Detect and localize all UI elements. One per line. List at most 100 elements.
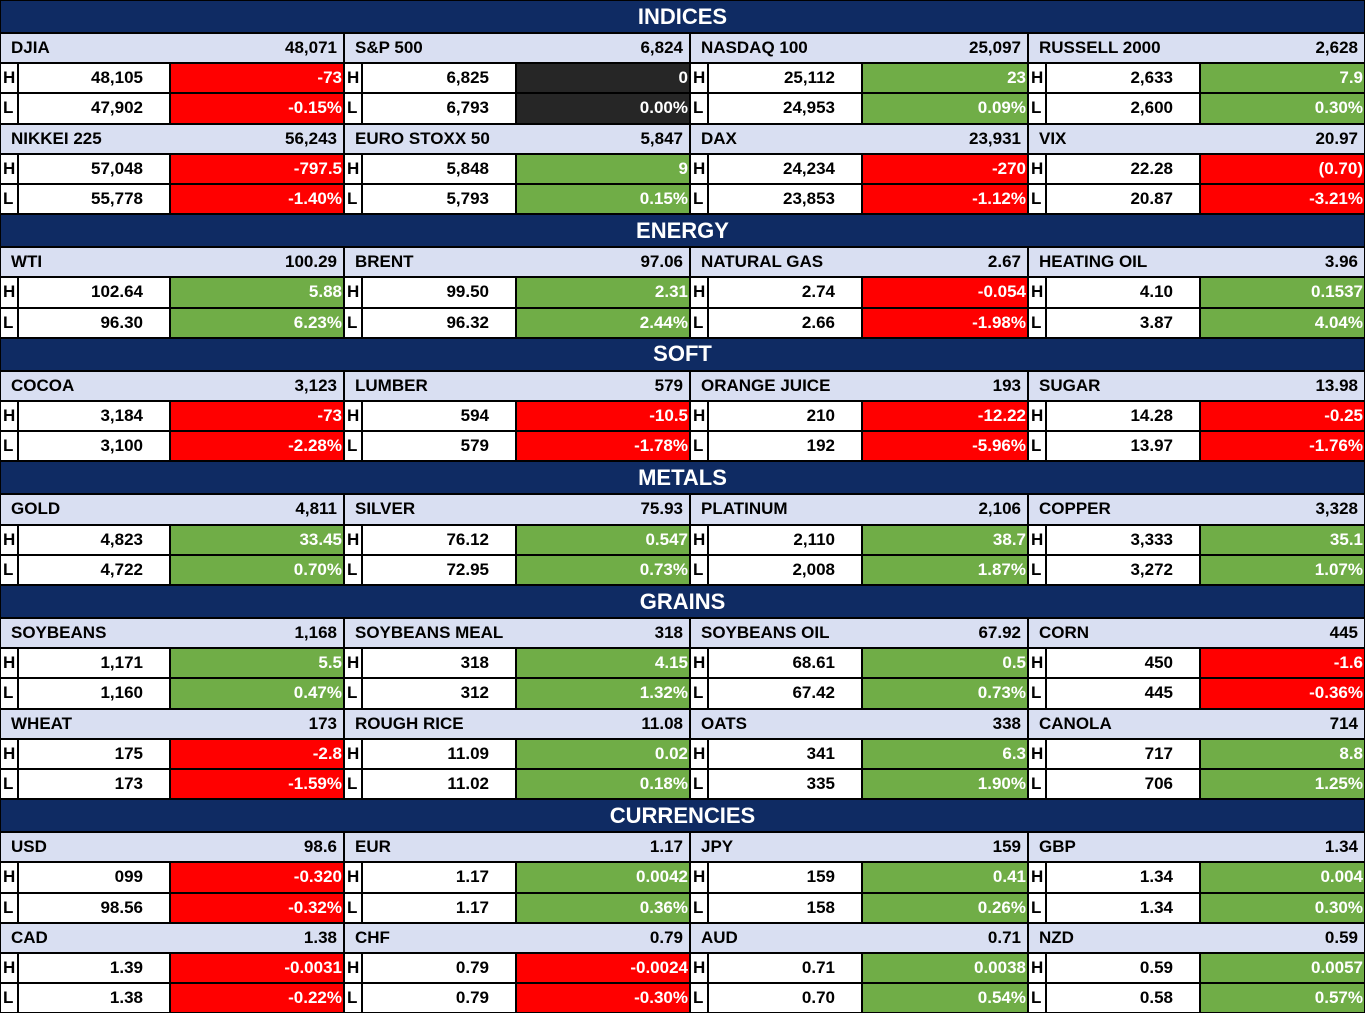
section-header-energy: ENERGY xyxy=(0,214,1365,248)
ticker-brent-header[interactable]: BRENT 97.06 xyxy=(344,247,690,278)
ticker-brent-low-label: L xyxy=(344,307,362,338)
ticker-djia-change: -73 xyxy=(170,63,344,94)
ticker-corn-low-value: 445 xyxy=(1046,678,1200,709)
ticker-rough-rice-header[interactable]: ROUGH RICE 11.08 xyxy=(344,708,690,739)
ticker-rough-rice-name: ROUGH RICE xyxy=(355,713,464,733)
ticker-chf-last: 0.79 xyxy=(649,927,683,947)
ticker-dax-header[interactable]: DAX 23,931 xyxy=(690,123,1028,154)
ticker-eur-header[interactable]: EUR 1.17 xyxy=(344,832,690,863)
ticker-soybeans-meal-change: 4.15 xyxy=(516,648,690,679)
ticker-russell-2000-low-value: 2,600 xyxy=(1046,93,1200,124)
ticker-gold-header[interactable]: GOLD 4,811 xyxy=(0,494,344,525)
ticker-brent-high-value: 99.50 xyxy=(362,277,516,308)
ticker-wti-header[interactable]: WTI 100.29 xyxy=(0,247,344,278)
ticker-aud-change-pct: 0.54% xyxy=(862,983,1028,1013)
ticker-nikkei-225-change: -797.5 xyxy=(170,153,344,184)
ticker-djia-header[interactable]: DJIA 48,071 xyxy=(0,33,344,64)
ticker-rough-rice-high-value: 11.09 xyxy=(362,738,516,769)
ticker-jpy-low-value: 158 xyxy=(708,892,862,923)
ticker-djia-last: 48,071 xyxy=(285,38,337,58)
ticker-chf-header[interactable]: CHF 0.79 xyxy=(344,922,690,953)
ticker-platinum-header[interactable]: PLATINUM 2,106 xyxy=(690,494,1028,525)
ticker-soybeans-oil-header[interactable]: SOYBEANS OIL 67.92 xyxy=(690,618,1028,649)
ticker-soybeans-meal-header[interactable]: SOYBEANS MEAL 318 xyxy=(344,618,690,649)
ticker-corn-low-label: L xyxy=(1028,678,1046,709)
ticker-orange-juice-name: ORANGE JUICE xyxy=(701,375,831,395)
ticker-canola-header[interactable]: CANOLA 714 xyxy=(1028,708,1365,739)
ticker-s-p-500-low-value: 6,793 xyxy=(362,93,516,124)
ticker-nasdaq-100-header[interactable]: NASDAQ 100 25,097 xyxy=(690,33,1028,64)
ticker-jpy-last: 159 xyxy=(992,837,1021,857)
ticker-jpy-header[interactable]: JPY 159 xyxy=(690,832,1028,863)
ticker-silver-header[interactable]: SILVER 75.93 xyxy=(344,494,690,525)
ticker-cad-header[interactable]: CAD 1.38 xyxy=(0,922,344,953)
ticker-wheat-header[interactable]: WHEAT 173 xyxy=(0,708,344,739)
ticker-natural-gas-last: 2.67 xyxy=(987,252,1021,272)
ticker-soybeans-header[interactable]: SOYBEANS 1,168 xyxy=(0,618,344,649)
ticker-heating-oil-header[interactable]: HEATING OIL 3.96 xyxy=(1028,247,1365,278)
ticker-usd-header[interactable]: USD 98.6 xyxy=(0,832,344,863)
ticker-canola-high-label: H xyxy=(1028,738,1046,769)
ticker-natural-gas-low-value: 2.66 xyxy=(708,307,862,338)
ticker-soybeans-meal-last: 318 xyxy=(654,623,683,643)
ticker-s-p-500-header[interactable]: S&P 500 6,824 xyxy=(344,33,690,64)
ticker-sugar-header[interactable]: SUGAR 13.98 xyxy=(1028,370,1365,401)
ticker-canola-name: CANOLA xyxy=(1039,713,1112,733)
ticker-soybeans-high-label: H xyxy=(0,648,18,679)
ticker-nikkei-225-high-value: 57,048 xyxy=(18,153,170,184)
ticker-lumber-high-label: H xyxy=(344,401,362,432)
ticker-jpy-change-pct: 0.26% xyxy=(862,892,1028,923)
ticker-euro-stoxx-50-header[interactable]: EURO STOXX 50 5,847 xyxy=(344,123,690,154)
ticker-russell-2000-header[interactable]: RUSSELL 2000 2,628 xyxy=(1028,33,1365,64)
ticker-natural-gas-name: NATURAL GAS xyxy=(701,252,824,272)
ticker-vix-name: VIX xyxy=(1039,128,1067,148)
ticker-lumber-header[interactable]: LUMBER 579 xyxy=(344,370,690,401)
ticker-heating-oil-change-pct: 4.04% xyxy=(1200,307,1365,338)
ticker-eur-change: 0.0042 xyxy=(516,862,690,893)
ticker-soybeans-oil-change-pct: 0.73% xyxy=(862,678,1028,709)
ticker-djia-change-pct: -0.15% xyxy=(170,93,344,124)
ticker-dax-change-pct: -1.12% xyxy=(862,184,1028,215)
ticker-djia-low-label: L xyxy=(0,93,18,124)
ticker-copper-name: COPPER xyxy=(1039,499,1111,519)
ticker-nzd-header[interactable]: NZD 0.59 xyxy=(1028,922,1365,953)
ticker-nikkei-225-header[interactable]: NIKKEI 225 56,243 xyxy=(0,123,344,154)
ticker-brent-last: 97.06 xyxy=(640,252,683,272)
ticker-nzd-change: 0.0057 xyxy=(1200,953,1365,984)
ticker-gbp-header[interactable]: GBP 1.34 xyxy=(1028,832,1365,863)
ticker-copper-high-label: H xyxy=(1028,524,1046,555)
ticker-usd-change-pct: -0.32% xyxy=(170,892,344,923)
ticker-wti-change-pct: 6.23% xyxy=(170,307,344,338)
ticker-jpy-change: 0.41 xyxy=(862,862,1028,893)
ticker-brent-low-value: 96.32 xyxy=(362,307,516,338)
ticker-aud-header[interactable]: AUD 0.71 xyxy=(690,922,1028,953)
ticker-eur-low-value: 1.17 xyxy=(362,892,516,923)
ticker-jpy-name: JPY xyxy=(701,837,734,857)
ticker-cocoa-header[interactable]: COCOA 3,123 xyxy=(0,370,344,401)
ticker-cad-low-value: 1.38 xyxy=(18,983,170,1013)
ticker-djia-high-label: H xyxy=(0,63,18,94)
ticker-orange-juice-header[interactable]: ORANGE JUICE 193 xyxy=(690,370,1028,401)
ticker-cad-high-label: H xyxy=(0,953,18,984)
ticker-rough-rice-change: 0.02 xyxy=(516,738,690,769)
ticker-nikkei-225-high-label: H xyxy=(0,153,18,184)
ticker-chf-high-value: 0.79 xyxy=(362,953,516,984)
ticker-rough-rice-low-value: 11.02 xyxy=(362,769,516,800)
ticker-gold-low-label: L xyxy=(0,554,18,585)
ticker-oats-change: 6.3 xyxy=(862,738,1028,769)
ticker-oats-header[interactable]: OATS 338 xyxy=(690,708,1028,739)
ticker-sugar-change-pct: -1.76% xyxy=(1200,431,1365,462)
ticker-copper-header[interactable]: COPPER 3,328 xyxy=(1028,494,1365,525)
ticker-vix-header[interactable]: VIX 20.97 xyxy=(1028,123,1365,154)
ticker-s-p-500-last: 6,824 xyxy=(640,38,683,58)
ticker-dax-last: 23,931 xyxy=(969,128,1021,148)
ticker-dax-low-label: L xyxy=(690,184,708,215)
ticker-cad-low-label: L xyxy=(0,983,18,1013)
ticker-wti-low-label: L xyxy=(0,307,18,338)
ticker-natural-gas-high-label: H xyxy=(690,277,708,308)
ticker-oats-last: 338 xyxy=(992,713,1021,733)
ticker-corn-header[interactable]: CORN 445 xyxy=(1028,618,1365,649)
ticker-natural-gas-header[interactable]: NATURAL GAS 2.67 xyxy=(690,247,1028,278)
ticker-wheat-last: 173 xyxy=(308,713,337,733)
ticker-soybeans-meal-low-label: L xyxy=(344,678,362,709)
